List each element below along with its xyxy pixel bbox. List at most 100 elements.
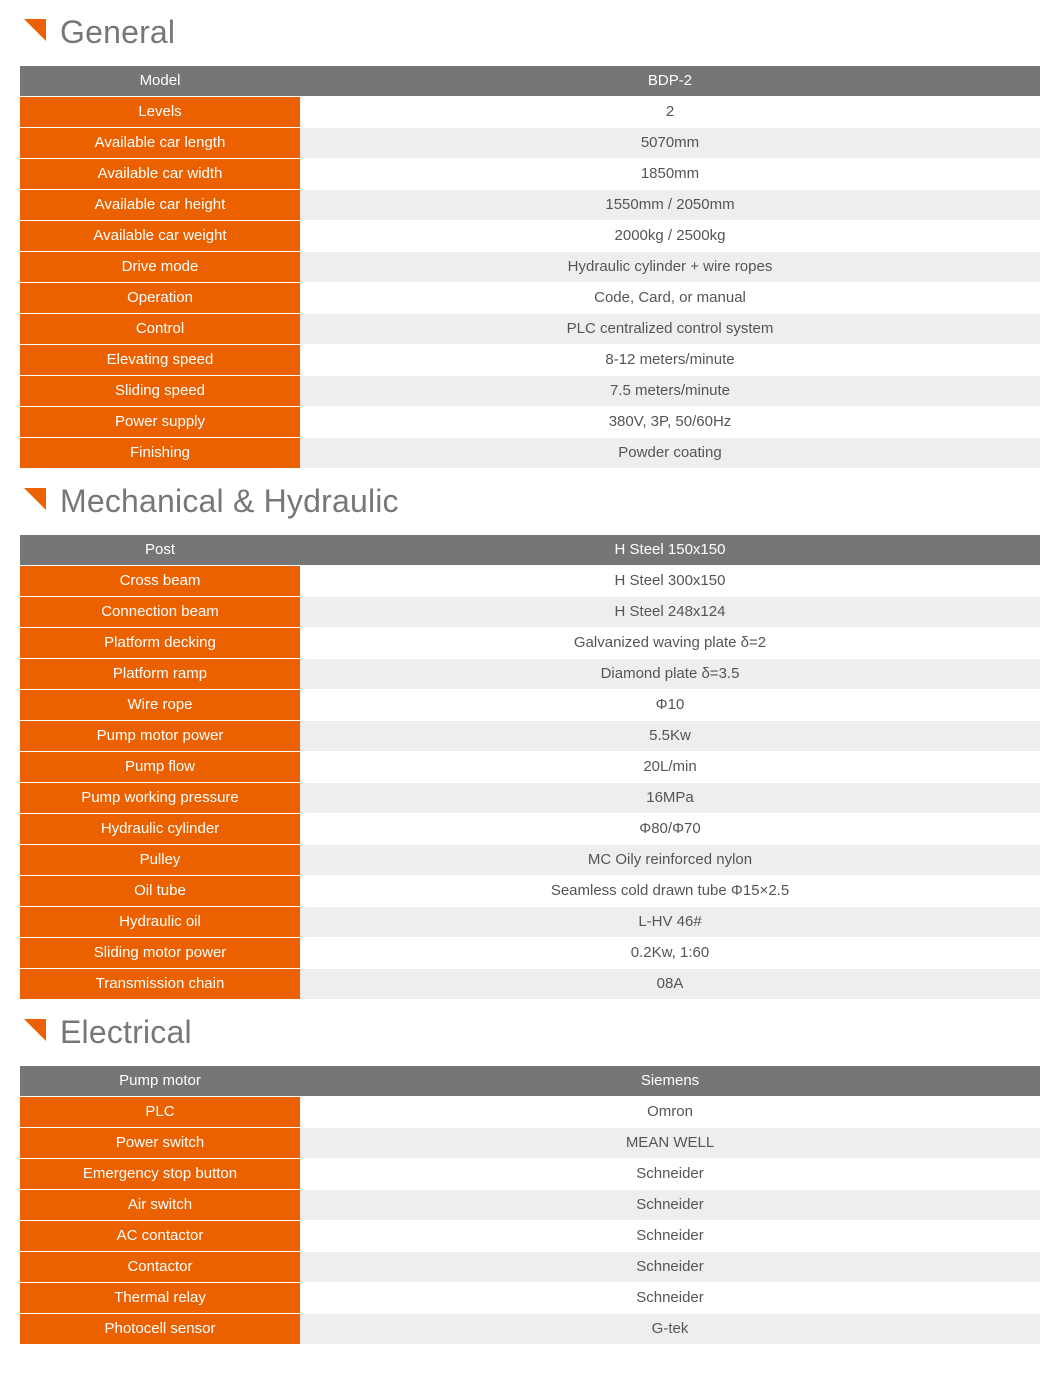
table-row: FinishingPowder coating [20, 438, 1040, 468]
spec-value: H Steel 150x150 [300, 535, 1040, 565]
spec-table: PostH Steel 150x150Cross beamH Steel 300… [20, 534, 1040, 1000]
spec-sheet: General ModelBDP-2Levels2Available car le… [20, 0, 1040, 1345]
table-row: Platform deckingGalvanized waving plate … [20, 628, 1040, 658]
spec-label: Drive mode [20, 252, 300, 282]
table-row: Available car weight2000kg / 2500kg [20, 221, 1040, 251]
spec-label: Platform decking [20, 628, 300, 658]
spec-label: Thermal relay [20, 1283, 300, 1313]
table-row: Sliding speed7.5 meters/minute [20, 376, 1040, 406]
spec-value: Galvanized waving plate δ=2 [300, 628, 1040, 658]
spec-label: Contactor [20, 1252, 300, 1282]
section-header: Mechanical & Hydraulic [20, 469, 1040, 534]
table-row: Transmission chain08A [20, 969, 1040, 999]
spec-value: 380V, 3P, 50/60Hz [300, 407, 1040, 437]
spec-value: L-HV 46# [300, 907, 1040, 937]
table-row: Available car length5070mm [20, 128, 1040, 158]
spec-value: 7.5 meters/minute [300, 376, 1040, 406]
table-row: Power switchMEAN WELL [20, 1128, 1040, 1158]
spec-label: Wire rope [20, 690, 300, 720]
section-title: Electrical [60, 1014, 192, 1051]
spec-value: G-tek [300, 1314, 1040, 1344]
spec-label: Pulley [20, 845, 300, 875]
spec-value: Hydraulic cylinder + wire ropes [300, 252, 1040, 282]
spec-value: H Steel 248x124 [300, 597, 1040, 627]
spec-value: Schneider [300, 1190, 1040, 1220]
spec-value: 1850mm [300, 159, 1040, 189]
table-row: Drive modeHydraulic cylinder + wire rope… [20, 252, 1040, 282]
spec-label: Hydraulic oil [20, 907, 300, 937]
spec-label: Platform ramp [20, 659, 300, 689]
spec-label: Available car weight [20, 221, 300, 251]
spec-label: Levels [20, 97, 300, 127]
spec-value: Powder coating [300, 438, 1040, 468]
spec-label: Transmission chain [20, 969, 300, 999]
table-row: ControlPLC centralized control system [20, 314, 1040, 344]
spec-value: 5.5Kw [300, 721, 1040, 751]
spec-label: Air switch [20, 1190, 300, 1220]
spec-value: 20L/min [300, 752, 1040, 782]
spec-label: Operation [20, 283, 300, 313]
spec-label: PLC [20, 1097, 300, 1127]
table-row: Pump motorSiemens [20, 1066, 1040, 1096]
table-row: PLCOmron [20, 1097, 1040, 1127]
spec-value: Φ10 [300, 690, 1040, 720]
table-row: Sliding motor power0.2Kw, 1:60 [20, 938, 1040, 968]
spec-value: 1550mm / 2050mm [300, 190, 1040, 220]
spec-value: 08A [300, 969, 1040, 999]
section: General ModelBDP-2Levels2Available car le… [20, 0, 1040, 469]
spec-value: BDP-2 [300, 66, 1040, 96]
spec-label: Pump flow [20, 752, 300, 782]
table-row: Power supply380V, 3P, 50/60Hz [20, 407, 1040, 437]
table-row: Cross beamH Steel 300x150 [20, 566, 1040, 596]
spec-label: Power switch [20, 1128, 300, 1158]
spec-value: H Steel 300x150 [300, 566, 1040, 596]
spec-value: Code, Card, or manual [300, 283, 1040, 313]
spec-table: ModelBDP-2Levels2Available car length507… [20, 65, 1040, 469]
spec-value: Schneider [300, 1252, 1040, 1282]
spec-label: Pump motor power [20, 721, 300, 751]
spec-label: Available car length [20, 128, 300, 158]
section-title: General [60, 14, 175, 51]
spec-label: Post [20, 535, 300, 565]
spec-label: Available car height [20, 190, 300, 220]
spec-value: Siemens [300, 1066, 1040, 1096]
table-row: AC contactorSchneider [20, 1221, 1040, 1251]
spec-label: Available car width [20, 159, 300, 189]
spec-label: Control [20, 314, 300, 344]
spec-value: Diamond plate δ=3.5 [300, 659, 1040, 689]
spec-label: Elevating speed [20, 345, 300, 375]
table-row: ModelBDP-2 [20, 66, 1040, 96]
table-row: OperationCode, Card, or manual [20, 283, 1040, 313]
section: Electrical Pump motorSiemensPLCOmronPower… [20, 1000, 1040, 1345]
spec-label: Emergency stop button [20, 1159, 300, 1189]
spec-label: Power supply [20, 407, 300, 437]
spec-label: Sliding speed [20, 376, 300, 406]
spec-value: PLC centralized control system [300, 314, 1040, 344]
spec-value: 5070mm [300, 128, 1040, 158]
table-row: Air switchSchneider [20, 1190, 1040, 1220]
spec-label: Pump working pressure [20, 783, 300, 813]
table-row: Available car height1550mm / 2050mm [20, 190, 1040, 220]
table-row: PulleyMC Oily reinforced nylon [20, 845, 1040, 875]
spec-label: Hydraulic cylinder [20, 814, 300, 844]
spec-label: Sliding motor power [20, 938, 300, 968]
table-row: Pump motor power5.5Kw [20, 721, 1040, 751]
table-row: Elevating speed8-12 meters/minute [20, 345, 1040, 375]
table-row: Hydraulic oilL-HV 46# [20, 907, 1040, 937]
table-row: Levels2 [20, 97, 1040, 127]
spec-value: Schneider [300, 1221, 1040, 1251]
spec-label: AC contactor [20, 1221, 300, 1251]
table-row: Available car width1850mm [20, 159, 1040, 189]
spec-label: Finishing [20, 438, 300, 468]
spec-value: MC Oily reinforced nylon [300, 845, 1040, 875]
table-row: Hydraulic cylinderΦ80/Φ70 [20, 814, 1040, 844]
table-row: Emergency stop buttonSchneider [20, 1159, 1040, 1189]
table-row: ContactorSchneider [20, 1252, 1040, 1282]
spec-label: Photocell sensor [20, 1314, 300, 1344]
spec-value: Omron [300, 1097, 1040, 1127]
spec-table: Pump motorSiemensPLCOmronPower switchMEA… [20, 1065, 1040, 1345]
table-row: Thermal relaySchneider [20, 1283, 1040, 1313]
table-row: Connection beamH Steel 248x124 [20, 597, 1040, 627]
spec-label: Pump motor [20, 1066, 300, 1096]
spec-value: Schneider [300, 1159, 1040, 1189]
